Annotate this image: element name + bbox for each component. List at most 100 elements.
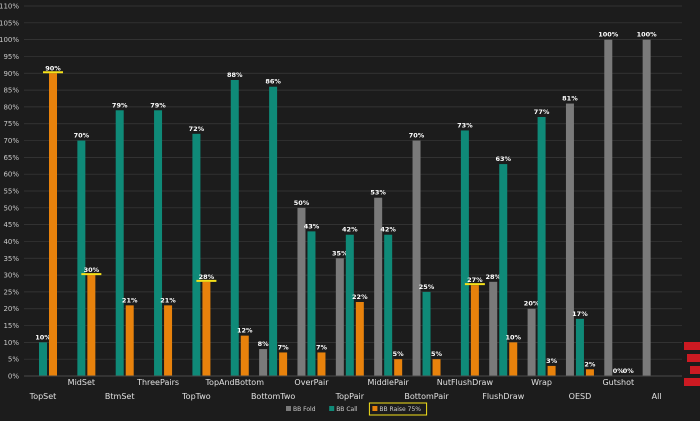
raise-bar: [394, 359, 403, 376]
data-label: 5%: [393, 350, 405, 358]
data-label: 28%: [199, 273, 215, 281]
data-label: 7%: [316, 343, 328, 351]
y-tick-label: 65%: [3, 154, 19, 162]
y-tick-label: 100%: [0, 36, 19, 44]
x-tick-label: OverPair: [294, 378, 329, 387]
y-tick-label: 0%: [8, 373, 19, 381]
raise-bar: [87, 275, 96, 376]
call-bar: [460, 130, 469, 376]
legend-swatch: [286, 406, 291, 411]
raise-bar: [317, 352, 326, 376]
raise-bar: [125, 305, 134, 376]
data-label: 28%: [485, 273, 501, 281]
y-tick-label: 5%: [8, 356, 19, 364]
y-tick-label: 35%: [3, 255, 19, 263]
x-tick-label: BottomTwo: [251, 392, 295, 401]
call-bar: [192, 133, 201, 376]
data-label: 0%: [623, 367, 635, 375]
data-label: 86%: [265, 78, 281, 86]
raise-bar: [202, 281, 211, 376]
y-tick-label: 30%: [3, 272, 19, 280]
x-tick-label: FlushDraw: [482, 392, 524, 401]
data-label: 73%: [457, 121, 473, 129]
fold-bar: [335, 258, 344, 376]
x-tick-label: BtmSet: [105, 392, 135, 401]
data-label: 72%: [189, 125, 205, 133]
y-tick-label: 70%: [3, 137, 19, 145]
raise-bar: [279, 352, 288, 376]
y-tick-label: 95%: [3, 53, 19, 61]
brand-logo-icon: [684, 342, 700, 386]
call-bar: [307, 231, 316, 376]
data-label: 100%: [598, 31, 619, 39]
y-tick-label: 85%: [3, 87, 19, 95]
raise-bar: [49, 73, 57, 376]
y-tick-label: 45%: [3, 221, 19, 229]
x-tick-label: Gutshot: [602, 378, 634, 387]
y-tick-label: 15%: [3, 322, 19, 330]
data-label: 8%: [258, 340, 270, 348]
data-label: 17%: [572, 310, 588, 318]
raise-bar: [509, 342, 518, 376]
data-label: 77%: [534, 108, 550, 116]
x-tick-label: MidSet: [68, 378, 95, 387]
call-bar: [499, 164, 508, 376]
data-label: 27%: [467, 276, 483, 284]
y-tick-label: 55%: [3, 188, 19, 196]
data-label: 3%: [546, 357, 558, 365]
y-tick-label: 110%: [0, 3, 19, 11]
data-label: 53%: [370, 189, 386, 197]
data-label: 42%: [380, 226, 396, 234]
y-tick-label: 80%: [3, 103, 19, 111]
data-label: 12%: [237, 327, 253, 335]
fold-bar: [489, 281, 498, 376]
fold-bar: [374, 197, 383, 376]
data-label: 70%: [409, 132, 425, 140]
fold-bar: [412, 140, 421, 376]
legend-swatch: [372, 406, 378, 411]
legend-label: BB Fold: [293, 406, 316, 413]
raise-bar: [585, 369, 594, 376]
fold-bar: [565, 103, 574, 376]
legend-highlight-box: [368, 402, 428, 416]
data-label: 21%: [122, 296, 138, 304]
data-label: 90%: [45, 64, 61, 72]
data-label: 30%: [84, 266, 100, 274]
data-label: 21%: [160, 296, 176, 304]
data-label: 22%: [352, 293, 368, 301]
data-label: 88%: [227, 71, 243, 79]
data-label: 7%: [278, 343, 290, 351]
data-label: 50%: [294, 199, 310, 207]
data-label: 100%: [637, 31, 658, 39]
x-tick-label: ThreePairs: [136, 378, 179, 387]
data-label: 2%: [584, 360, 596, 368]
call-bar: [269, 86, 278, 377]
call-bar: [345, 234, 354, 376]
x-tick-label: NutFlushDraw: [437, 378, 494, 387]
x-tick-label: All: [652, 392, 662, 401]
y-tick-label: 40%: [3, 238, 19, 246]
data-label: 35%: [332, 249, 348, 257]
x-tick-label: MiddlePair: [368, 378, 410, 387]
raise-bar: [164, 305, 173, 376]
x-tick-label: TopSet: [29, 392, 57, 401]
call-bar: [230, 80, 239, 376]
fold-bar: [297, 207, 306, 376]
y-tick-label: 105%: [0, 19, 19, 27]
data-label: 81%: [562, 95, 578, 103]
data-label: 42%: [342, 226, 358, 234]
data-label: 79%: [150, 101, 166, 109]
x-tick-label: OESD: [569, 392, 592, 401]
call-bar: [384, 234, 393, 376]
legend-swatch: [329, 406, 335, 411]
x-tick-label: TopTwo: [181, 392, 211, 401]
y-tick-label: 50%: [3, 204, 19, 212]
call-bar: [154, 110, 163, 376]
call-bar: [39, 342, 47, 376]
data-label: 43%: [304, 222, 320, 230]
x-tick-label: TopAndBottom: [205, 378, 265, 387]
y-tick-label: 20%: [3, 305, 19, 313]
call-bar: [115, 110, 124, 376]
call-bar: [77, 140, 86, 376]
